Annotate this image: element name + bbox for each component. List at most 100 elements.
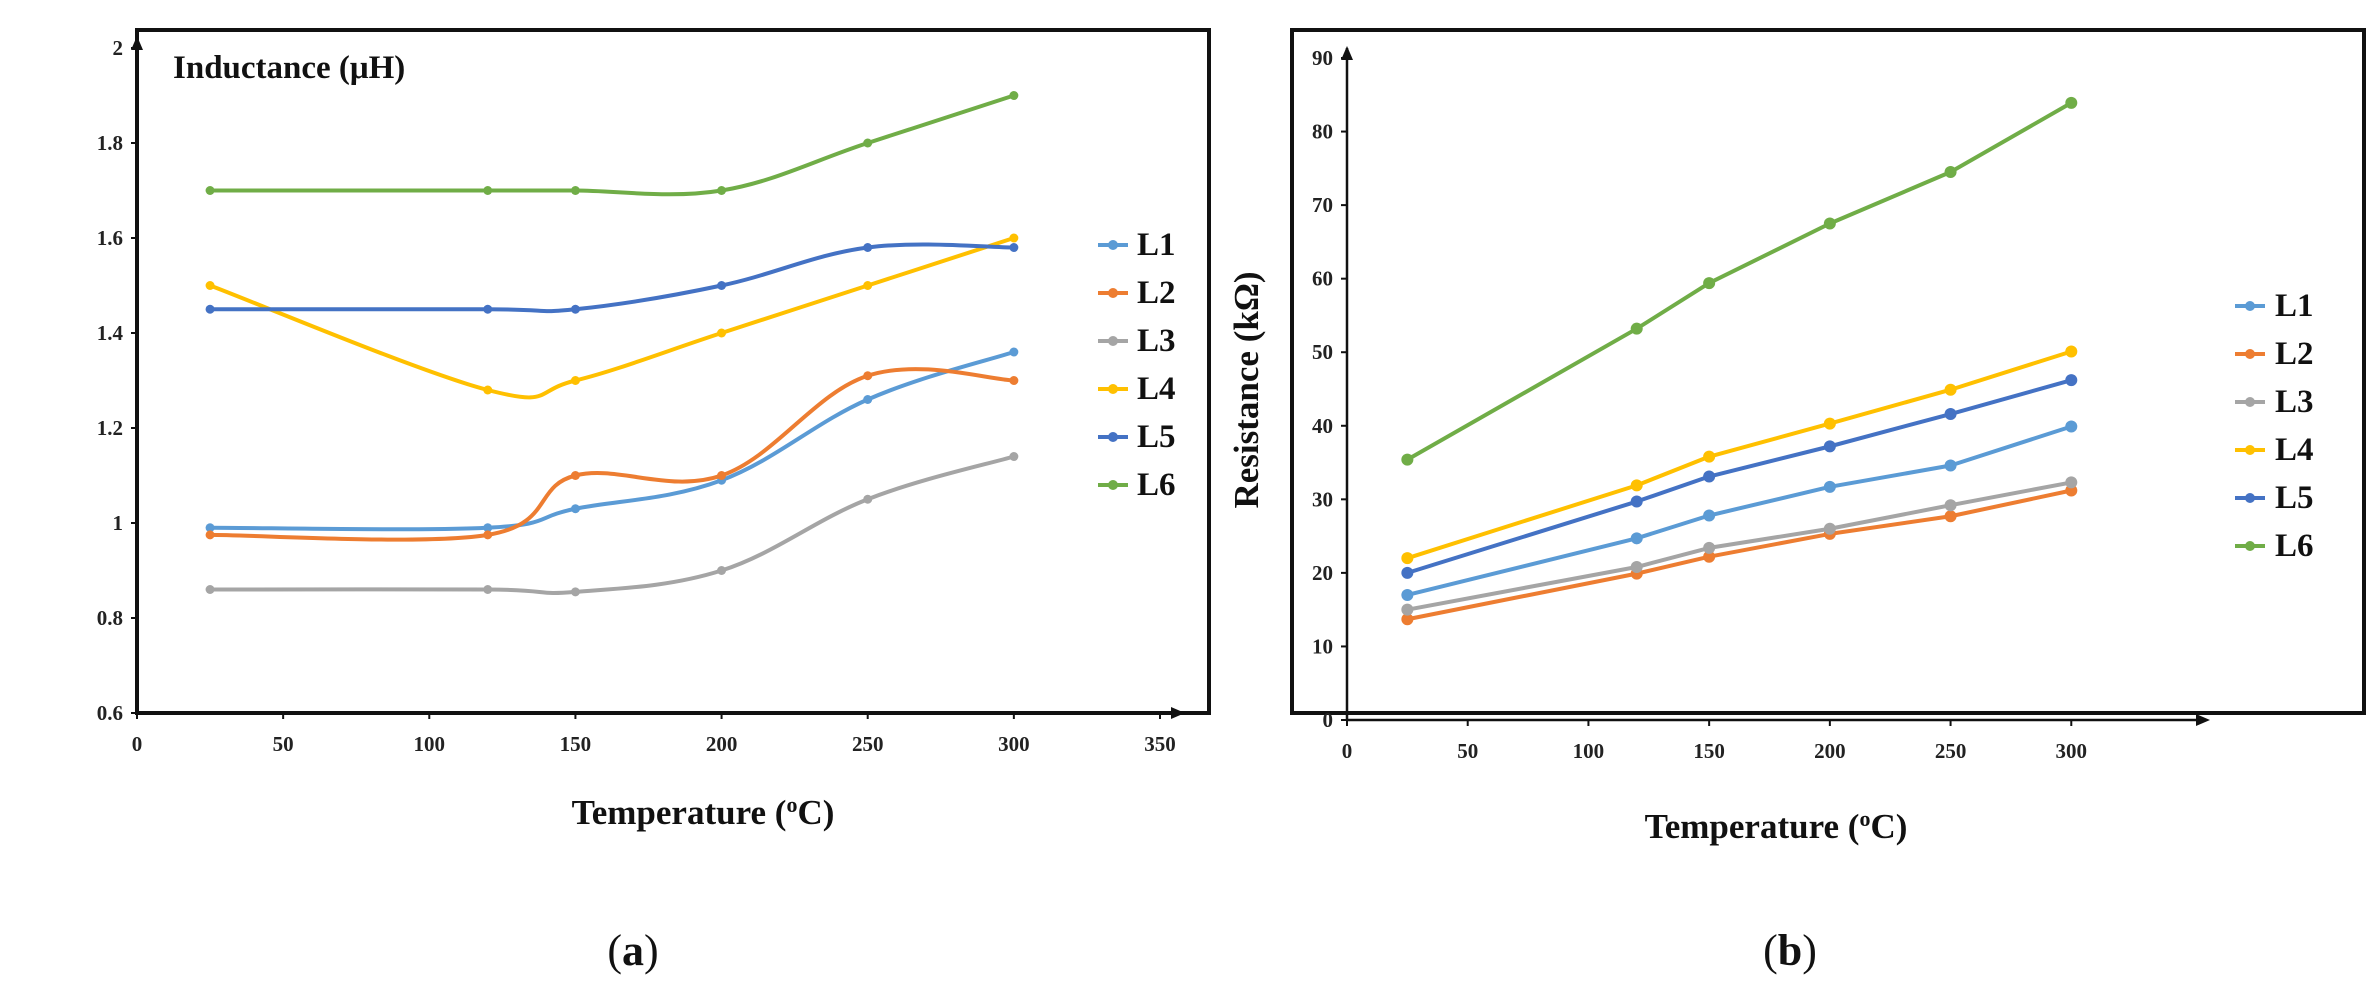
data-point-l1 — [863, 395, 873, 404]
y-axis-arrow — [1341, 46, 1353, 60]
chart-a-inner-label: Inductance (μH) — [173, 50, 405, 86]
data-point-l2 — [717, 471, 727, 480]
x-tick-label: 200 — [706, 732, 738, 756]
y-tick-label: 0.8 — [97, 606, 123, 630]
legend-marker-l3 — [2245, 397, 2255, 407]
x-tick-label: 250 — [852, 732, 884, 756]
data-point-l3 — [1009, 452, 1019, 461]
data-point-l3 — [1630, 561, 1643, 574]
series-line-l3 — [1405, 480, 2074, 612]
chart-a-x-axis-title: Temperature (oC) — [572, 792, 835, 833]
chart-a-y-axis: 0.6 0.8 1 1.2 1.4 1.6 1.8 2 — [97, 36, 143, 725]
legend-label-l2: L2 — [1137, 275, 1176, 311]
data-point-l6 — [2065, 96, 2078, 109]
legend-marker-l6 — [1108, 480, 1118, 490]
x-tick-label: 100 — [1573, 739, 1605, 763]
chart-a-legend: L1 L2 L3 L4 L5 L6 — [1098, 227, 1176, 503]
y-tick-label: 20 — [1312, 561, 1333, 585]
data-point-l6 — [483, 186, 493, 195]
x-tick-label: 350 — [1144, 732, 1176, 756]
legend-marker-l2 — [2245, 349, 2255, 359]
chart-a-series — [205, 91, 1019, 597]
data-point-l6 — [1823, 217, 1836, 230]
data-point-l1 — [483, 523, 493, 533]
y-tick-label: 30 — [1312, 487, 1333, 511]
legend-label-l4: L4 — [1137, 371, 1176, 407]
y-tick-label: 1.6 — [97, 226, 123, 250]
series-line-l5 — [208, 242, 1016, 314]
legend-label-l6: L6 — [1137, 467, 1176, 503]
data-point-l2 — [1401, 613, 1414, 626]
legend-label-l4: L4 — [2275, 432, 2314, 468]
data-point-l2 — [1703, 550, 1716, 563]
data-point-l1 — [1823, 480, 1836, 493]
data-point-l5 — [1703, 470, 1716, 483]
legend-marker-l2 — [1108, 288, 1118, 298]
x-tick-label: 100 — [414, 732, 446, 756]
data-point-l5 — [1401, 566, 1414, 579]
x-axis-arrow — [2196, 714, 2210, 726]
y-tick-label: 90 — [1312, 46, 1333, 70]
series-line-l4 — [1405, 349, 2074, 561]
x-tick-label: 0 — [132, 732, 143, 756]
legend-marker-l4 — [1108, 384, 1118, 394]
chart-b-x-axis-title: Temperature (oC) — [1645, 806, 1908, 847]
x-tick-label: 150 — [560, 732, 592, 756]
series-line-l3 — [208, 454, 1016, 596]
data-point-l4 — [1703, 450, 1716, 463]
chart-b-y-axis: 0 10 20 30 40 50 60 70 80 90 — [1312, 46, 1353, 732]
data-point-l1 — [1009, 347, 1019, 357]
y-tick-label: 1.4 — [97, 321, 124, 345]
chart-b-x-axis: 0 50 100 150 200 250 300 — [1342, 714, 2210, 763]
x-tick-label: 300 — [2056, 739, 2088, 763]
data-point-l5 — [863, 243, 873, 252]
data-point-l5 — [1823, 440, 1836, 453]
series-line-l2 — [1405, 488, 2074, 622]
data-point-l6 — [717, 186, 727, 195]
data-point-l3 — [717, 566, 727, 575]
x-axis-arrow — [1171, 707, 1185, 719]
data-point-l2 — [205, 530, 215, 540]
series-line-l1 — [1405, 424, 2074, 597]
data-point-l3 — [1703, 541, 1716, 554]
y-tick-label: 0 — [1323, 708, 1334, 732]
y-tick-label: 1 — [113, 511, 124, 535]
data-point-l6 — [205, 186, 215, 195]
data-point-l5 — [1944, 408, 1957, 421]
series-line-l4 — [208, 236, 1016, 400]
data-point-l5 — [2065, 374, 2078, 387]
data-point-l2 — [483, 530, 493, 540]
chart-b-caption: (b) — [1763, 926, 1817, 975]
data-point-l6 — [1630, 322, 1643, 335]
data-point-l3 — [483, 585, 493, 594]
chart-b-resistance: 0 50 100 150 200 250 300 0 10 20 30 40 50 60 70 80 90 L… — [1227, 28, 2366, 975]
y-tick-label: 1.2 — [97, 416, 123, 440]
x-tick-label: 0 — [1342, 739, 1353, 763]
chart-b-legend: L1 L2 L3 L4 L5 L6 — [2235, 288, 2314, 564]
series-line-l6 — [1405, 100, 2074, 462]
data-point-l2 — [863, 371, 873, 381]
data-point-l2 — [1944, 510, 1957, 523]
x-tick-label: 50 — [273, 732, 294, 756]
legend-marker-l3 — [1108, 336, 1118, 346]
data-point-l5 — [483, 304, 493, 314]
chart-b-series — [1401, 96, 2078, 626]
series-line-l6 — [208, 93, 1016, 197]
series-line-l1 — [208, 350, 1016, 532]
data-point-l4 — [2065, 345, 2078, 358]
chart-a-x-axis: 0 50 100 150 200 250 300 350 — [132, 707, 1185, 756]
y-tick-label: 1.8 — [97, 131, 123, 155]
data-point-l2 — [1009, 376, 1019, 385]
legend-label-l2: L2 — [2275, 336, 2314, 372]
data-point-l3 — [2065, 476, 2078, 489]
data-point-l6 — [1944, 166, 1957, 179]
data-point-l2 — [570, 471, 580, 480]
data-point-l4 — [483, 385, 493, 395]
x-tick-label: 50 — [1457, 739, 1478, 763]
legend-label-l6: L6 — [2275, 528, 2314, 564]
y-tick-label: 70 — [1312, 193, 1333, 217]
y-tick-label: 60 — [1312, 267, 1333, 291]
data-point-l6 — [1009, 91, 1019, 100]
y-tick-label: 0.6 — [97, 701, 123, 725]
